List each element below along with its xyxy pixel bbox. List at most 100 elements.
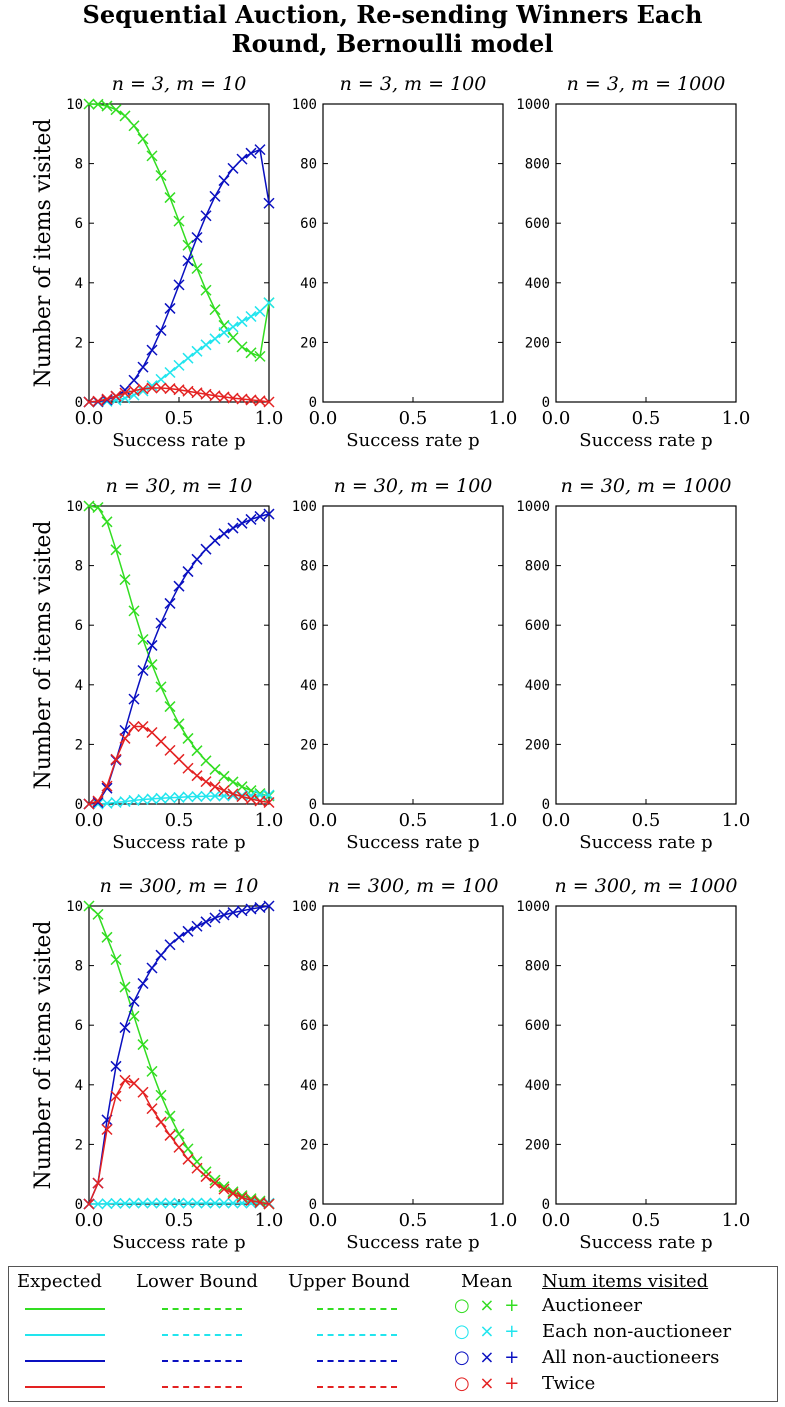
legend-header-expected: Expected bbox=[17, 1271, 102, 1292]
x-tick-label-5-1: 0.5 bbox=[632, 810, 661, 831]
y-tick-label-8-1: 200 bbox=[525, 1137, 550, 1153]
mean-marker-all_non_auctioneers-0-11 bbox=[182, 255, 194, 267]
mean-marker-auctioneer-6-4 bbox=[119, 981, 131, 993]
mean-marker-all_non_auctioneers-0-7 bbox=[146, 344, 158, 356]
mean-marker-all_non_auctioneers-0-6 bbox=[137, 361, 149, 373]
panel-title-7: n = 300, m = 100 bbox=[328, 875, 499, 897]
panel-title-0: n = 3, m = 10 bbox=[112, 73, 247, 95]
mean-marker-each_non_auctioneer-0-6 bbox=[137, 385, 149, 397]
legend-label-twice: Twice bbox=[542, 1373, 596, 1394]
mean-marker-all_non_auctioneers-0-14 bbox=[209, 190, 221, 202]
mean-marker-each_non_auctioneer-3-2 bbox=[101, 797, 113, 809]
panel-title-3: n = 30, m = 10 bbox=[106, 475, 253, 497]
mean-marker-twice-0-0 bbox=[83, 396, 95, 408]
mean-marker-twice-0-6 bbox=[137, 383, 149, 395]
mean-marker-twice-6-7 bbox=[146, 1103, 158, 1115]
mean-marker-auctioneer-3-13 bbox=[200, 755, 212, 767]
mean-marker-auctioneer-0-8 bbox=[155, 169, 167, 182]
mean-marker-each_non_auctioneer-3-9 bbox=[164, 792, 176, 804]
mean-marker-all_non_auctioneers-3-8 bbox=[155, 617, 167, 629]
mean-marker-twice-3-7 bbox=[146, 726, 158, 739]
legend-mean-symbols-all-non-auctioneers: ○ × + bbox=[454, 1347, 522, 1368]
y-axis-label-0: Number of items visited bbox=[31, 118, 56, 387]
mean-marker-twice-6-19 bbox=[254, 1196, 266, 1209]
mean-marker-twice-3-9 bbox=[164, 744, 176, 756]
mean-marker-twice-0-10 bbox=[173, 384, 185, 396]
mean-marker-twice-3-12 bbox=[191, 770, 203, 782]
y-tick-label-0-1: 2 bbox=[75, 335, 83, 351]
x-axis-label-7: Success rate p bbox=[346, 1232, 479, 1253]
mean-marker-twice-6-12 bbox=[191, 1162, 203, 1174]
mean-marker-auctioneer-3-5 bbox=[128, 605, 140, 617]
mean-marker-twice-0-15 bbox=[218, 391, 230, 403]
legend: Expected Lower Bound Upper Bound Mean Nu… bbox=[8, 1266, 778, 1402]
y-tick-label-6-3: 6 bbox=[75, 1018, 83, 1034]
mean-marker-twice-0-5 bbox=[128, 385, 140, 397]
mean-marker-all_non_auctioneers-6-19 bbox=[254, 901, 266, 914]
y-tick-label-3-2: 4 bbox=[75, 678, 83, 694]
mean-marker-auctioneer-0-12 bbox=[191, 262, 203, 275]
mean-marker-auctioneer-3-14 bbox=[209, 763, 221, 775]
mean-marker-all_non_auctioneers-0-18 bbox=[245, 147, 257, 159]
legend-header-mean: Mean bbox=[461, 1271, 513, 1292]
y-tick-label-3-0: 0 bbox=[75, 797, 83, 813]
mean-marker-twice-0-11 bbox=[182, 385, 194, 397]
mean-marker-auctioneer-3-9 bbox=[164, 701, 176, 713]
mean-marker-auctioneer-3-12 bbox=[191, 745, 203, 757]
mean-marker-twice-0-16 bbox=[227, 392, 239, 404]
mean-marker-all_non_auctioneers-6-14 bbox=[209, 912, 221, 924]
mean-marker-all_non_auctioneers-3-16 bbox=[227, 522, 239, 534]
plot-frame-4 bbox=[322, 505, 504, 805]
mean-marker-each_non_auctioneer-6-7 bbox=[146, 1197, 158, 1209]
mean-marker-each_non_auctioneer-0-9 bbox=[164, 366, 176, 379]
mean-marker-each_non_auctioneer-3-5 bbox=[128, 794, 140, 806]
y-tick-label-7-0: 0 bbox=[309, 1197, 317, 1213]
mean-marker-auctioneer-0-11 bbox=[182, 239, 194, 251]
y-tick-label-7-2: 40 bbox=[300, 1078, 317, 1094]
mean-marker-all_non_auctioneers-6-8 bbox=[155, 949, 167, 961]
y-tick-label-4-4: 80 bbox=[300, 559, 317, 575]
series-line-auctioneer-6 bbox=[88, 905, 270, 1205]
plot-frame-2 bbox=[555, 103, 737, 403]
mean-marker-auctioneer-6-10 bbox=[173, 1128, 185, 1140]
y-tick-label-1-3: 60 bbox=[300, 216, 317, 232]
mean-marker-each_non_auctioneer-0-17 bbox=[236, 316, 248, 328]
mean-marker-each_non_auctioneer-6-4 bbox=[119, 1197, 131, 1209]
mean-marker-each_non_auctioneer-6-5 bbox=[128, 1197, 140, 1209]
x-tick-label-4-2: 1.0 bbox=[489, 810, 518, 831]
legend-upper-line-twice bbox=[317, 1386, 397, 1388]
mean-marker-twice-3-19 bbox=[254, 795, 266, 807]
y-tick-label-7-4: 80 bbox=[300, 959, 317, 975]
mean-marker-twice-3-0 bbox=[83, 798, 95, 810]
mean-marker-auctioneer-3-11 bbox=[182, 732, 194, 744]
y-tick-label-3-3: 6 bbox=[75, 618, 83, 634]
mean-marker-all_non_auctioneers-6-20 bbox=[263, 900, 275, 912]
mean-marker-all_non_auctioneers-3-17 bbox=[236, 517, 248, 529]
mean-marker-each_non_auctioneer-0-8 bbox=[155, 373, 167, 385]
mean-marker-auctioneer-0-7 bbox=[146, 150, 158, 162]
plot-frame-7 bbox=[322, 905, 504, 1205]
mean-marker-each_non_auctioneer-6-14 bbox=[209, 1197, 221, 1209]
mean-marker-auctioneer-0-6 bbox=[137, 133, 149, 145]
mean-marker-auctioneer-0-1 bbox=[92, 98, 104, 110]
mean-marker-all_non_auctioneers-3-5 bbox=[128, 693, 140, 705]
mean-marker-each_non_auctioneer-0-10 bbox=[173, 359, 185, 371]
x-tick-label-4-1: 0.5 bbox=[399, 810, 428, 831]
mean-marker-twice-3-18 bbox=[245, 793, 257, 805]
mean-marker-twice-6-14 bbox=[209, 1177, 221, 1189]
panel-title-8: n = 300, m = 1000 bbox=[555, 875, 738, 897]
mean-marker-twice-0-12 bbox=[191, 387, 203, 399]
mean-marker-auctioneer-6-6 bbox=[137, 1039, 149, 1051]
mean-marker-twice-6-13 bbox=[200, 1171, 212, 1183]
legend-label-each-non-auctioneer: Each non-auctioneer bbox=[542, 1321, 732, 1342]
mean-marker-auctioneer-0-13 bbox=[200, 284, 212, 296]
mean-marker-auctioneer-6-3 bbox=[110, 954, 122, 966]
legend-label-auctioneer: Auctioneer bbox=[542, 1295, 643, 1316]
mean-marker-auctioneer-3-17 bbox=[236, 781, 248, 793]
legend-upper-line-auctioneer bbox=[317, 1308, 397, 1310]
mean-marker-twice-3-1 bbox=[92, 795, 104, 807]
mean-marker-all_non_auctioneers-0-5 bbox=[128, 374, 140, 386]
mean-marker-auctioneer-3-6 bbox=[137, 633, 149, 646]
mean-marker-twice-3-11 bbox=[182, 762, 194, 774]
mean-marker-all_non_auctioneers-3-15 bbox=[218, 528, 230, 540]
